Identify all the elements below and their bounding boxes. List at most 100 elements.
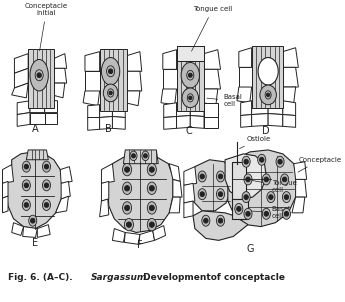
Circle shape <box>149 205 154 210</box>
Text: Conceptacle
initial: Conceptacle initial <box>25 3 68 51</box>
Circle shape <box>125 186 130 191</box>
Circle shape <box>189 96 192 100</box>
Polygon shape <box>37 225 50 237</box>
Polygon shape <box>193 211 248 240</box>
Text: G: G <box>246 244 254 254</box>
Ellipse shape <box>122 202 132 214</box>
Polygon shape <box>161 89 177 105</box>
Polygon shape <box>2 182 8 198</box>
Circle shape <box>127 222 131 227</box>
Circle shape <box>283 177 287 182</box>
Text: Basal
cell: Basal cell <box>207 94 242 107</box>
Polygon shape <box>112 229 125 242</box>
Polygon shape <box>125 91 140 106</box>
Polygon shape <box>190 116 204 128</box>
Circle shape <box>144 154 147 158</box>
Text: Fig. 6. (A–C).: Fig. 6. (A–C). <box>8 273 76 282</box>
Ellipse shape <box>147 202 156 214</box>
Ellipse shape <box>235 204 243 214</box>
Circle shape <box>44 164 49 169</box>
Ellipse shape <box>147 182 156 194</box>
Ellipse shape <box>265 91 271 99</box>
Circle shape <box>200 174 204 179</box>
Ellipse shape <box>216 189 225 200</box>
Polygon shape <box>83 91 100 106</box>
Circle shape <box>44 183 49 188</box>
Polygon shape <box>153 226 166 240</box>
Circle shape <box>108 69 113 74</box>
Polygon shape <box>127 71 142 91</box>
Polygon shape <box>294 162 307 179</box>
Polygon shape <box>202 89 218 105</box>
Polygon shape <box>163 50 177 69</box>
Polygon shape <box>85 71 100 91</box>
Ellipse shape <box>107 66 115 77</box>
Text: C: C <box>185 126 192 136</box>
Polygon shape <box>14 68 28 88</box>
Ellipse shape <box>35 70 43 81</box>
Polygon shape <box>241 114 252 127</box>
Text: E: E <box>31 238 38 248</box>
Polygon shape <box>45 113 58 124</box>
Circle shape <box>125 167 130 172</box>
Ellipse shape <box>122 182 132 194</box>
Polygon shape <box>177 46 204 111</box>
Polygon shape <box>283 48 298 67</box>
Text: F: F <box>137 240 143 250</box>
Polygon shape <box>283 114 296 127</box>
Polygon shape <box>88 117 100 130</box>
Circle shape <box>284 195 289 200</box>
Ellipse shape <box>122 163 132 176</box>
Circle shape <box>31 218 35 223</box>
Polygon shape <box>163 69 177 89</box>
Circle shape <box>204 218 208 223</box>
Ellipse shape <box>244 174 252 185</box>
Circle shape <box>109 91 112 95</box>
Polygon shape <box>52 83 65 98</box>
Circle shape <box>125 205 130 210</box>
Ellipse shape <box>22 161 30 172</box>
Ellipse shape <box>242 156 250 167</box>
Ellipse shape <box>276 156 284 167</box>
Polygon shape <box>124 150 158 164</box>
Ellipse shape <box>42 161 50 172</box>
Ellipse shape <box>202 215 210 226</box>
Polygon shape <box>184 201 193 218</box>
Polygon shape <box>61 182 70 199</box>
Ellipse shape <box>283 208 290 219</box>
Ellipse shape <box>147 163 156 176</box>
Polygon shape <box>239 48 252 67</box>
Ellipse shape <box>283 191 290 203</box>
Text: D: D <box>263 126 270 136</box>
Polygon shape <box>100 104 112 117</box>
Circle shape <box>131 154 136 158</box>
Polygon shape <box>241 101 252 116</box>
Polygon shape <box>30 100 45 113</box>
Ellipse shape <box>42 180 50 191</box>
Circle shape <box>244 195 248 200</box>
Text: Tongue cell: Tongue cell <box>191 6 232 51</box>
Polygon shape <box>283 101 296 116</box>
Polygon shape <box>204 117 218 128</box>
Polygon shape <box>268 67 283 87</box>
Ellipse shape <box>108 89 114 97</box>
Ellipse shape <box>142 151 149 161</box>
Polygon shape <box>124 233 140 244</box>
Circle shape <box>218 192 223 197</box>
Ellipse shape <box>182 88 198 108</box>
Polygon shape <box>112 104 125 117</box>
Circle shape <box>218 174 223 179</box>
Polygon shape <box>54 68 67 83</box>
Ellipse shape <box>22 180 30 191</box>
Ellipse shape <box>280 174 289 185</box>
Ellipse shape <box>260 85 276 105</box>
Ellipse shape <box>30 59 48 91</box>
Polygon shape <box>101 182 109 201</box>
Ellipse shape <box>267 191 275 203</box>
Polygon shape <box>252 114 268 126</box>
Polygon shape <box>23 226 37 237</box>
Polygon shape <box>252 50 268 67</box>
Ellipse shape <box>181 63 199 88</box>
Circle shape <box>259 157 264 162</box>
Polygon shape <box>164 117 177 129</box>
